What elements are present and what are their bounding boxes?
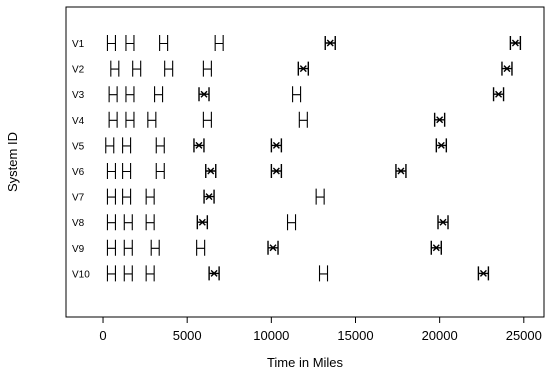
system-id-label: V7 (72, 193, 85, 204)
interval-marker (123, 214, 133, 231)
interval-marker (150, 239, 160, 256)
system-id-label: V8 (72, 218, 85, 229)
failure-marker (203, 189, 215, 204)
interval-marker (147, 111, 157, 128)
system-id-label: V10 (72, 269, 90, 280)
interval-marker (106, 35, 116, 51)
interval-marker (106, 239, 116, 256)
system-row: V7 (72, 188, 325, 205)
interval-marker (292, 86, 302, 103)
failure-marker (267, 240, 279, 255)
failure-marker (208, 266, 220, 281)
interval-marker (145, 214, 155, 231)
system-id-label: V9 (72, 244, 85, 255)
interval-marker (318, 265, 329, 282)
x-tick-label: 10000 (253, 328, 289, 343)
x-tick-label: 0 (99, 328, 106, 343)
system-row: V6 (72, 163, 407, 179)
system-row: V3 (72, 86, 505, 103)
failure-marker (324, 36, 336, 50)
system-row: V10 (72, 265, 490, 282)
failure-marker (270, 164, 283, 178)
failure-marker (430, 240, 442, 255)
system-rows: V1 V2 V3 V4 V5 V6 V7 V8 V9 V10 (72, 35, 522, 282)
failure-marker (501, 61, 513, 76)
interval-marker (108, 86, 118, 103)
x-axis-label: Time in Miles (267, 355, 344, 370)
failure-marker (196, 215, 209, 230)
interval-marker (106, 265, 116, 282)
system-row: V4 (72, 111, 446, 128)
system-row: V9 (72, 239, 442, 256)
interval-marker (155, 163, 165, 179)
interval-marker (106, 214, 116, 231)
system-row: V1 (72, 35, 522, 51)
interval-marker (125, 35, 135, 51)
failure-marker (437, 215, 449, 230)
interval-marker (315, 188, 325, 205)
interval-marker (123, 239, 133, 256)
system-id-label: V2 (72, 65, 85, 76)
x-tick-label: 25000 (506, 328, 542, 343)
system-id-label: V1 (72, 39, 85, 50)
failure-marker (205, 164, 217, 178)
interval-marker (214, 35, 224, 51)
interval-marker (155, 137, 165, 154)
system-row: V2 (72, 60, 513, 77)
interval-marker (110, 60, 120, 77)
interval-marker (164, 60, 174, 77)
system-id-label: V6 (72, 167, 85, 178)
interval-marker (202, 60, 212, 77)
x-tick-label: 20000 (422, 328, 458, 343)
interval-marker (286, 214, 297, 231)
system-id-label: V3 (72, 90, 85, 101)
failure-marker (435, 138, 448, 153)
interval-marker (202, 111, 212, 128)
system-row: V8 (72, 214, 449, 231)
system-id-label: V4 (72, 116, 85, 127)
interval-marker (106, 163, 116, 179)
interval-marker (105, 137, 115, 154)
plot-frame (65, 6, 545, 318)
failure-marker (433, 112, 446, 127)
interval-marker (145, 265, 155, 282)
failure-marker (509, 36, 522, 50)
failure-marker (297, 61, 310, 76)
interval-marker (106, 188, 116, 205)
failure-marker (198, 87, 210, 102)
interval-marker (154, 86, 164, 103)
interval-marker (108, 111, 118, 128)
y-axis-label: System ID (5, 132, 20, 192)
interval-marker (159, 35, 169, 51)
x-tick-label: 5000 (173, 328, 202, 343)
failure-marker (270, 138, 283, 153)
interval-marker (196, 239, 206, 256)
interval-marker (145, 188, 155, 205)
failure-marker (477, 266, 490, 281)
interval-marker (298, 111, 308, 128)
interval-marker (132, 60, 142, 77)
failure-marker (395, 164, 407, 178)
interval-marker (125, 86, 135, 103)
interval-marker (122, 163, 132, 179)
interval-marker (122, 188, 132, 205)
x-axis: 0 5000 10000 15000 20000 25000 (99, 317, 542, 343)
x-tick-label: 15000 (337, 328, 373, 343)
failure-marker (193, 138, 205, 153)
system-id-label: V5 (72, 141, 85, 152)
interval-marker (122, 137, 132, 154)
interval-marker (125, 111, 135, 128)
system-row: V5 (72, 137, 448, 154)
failure-marker (492, 87, 505, 102)
interval-marker (123, 265, 133, 282)
